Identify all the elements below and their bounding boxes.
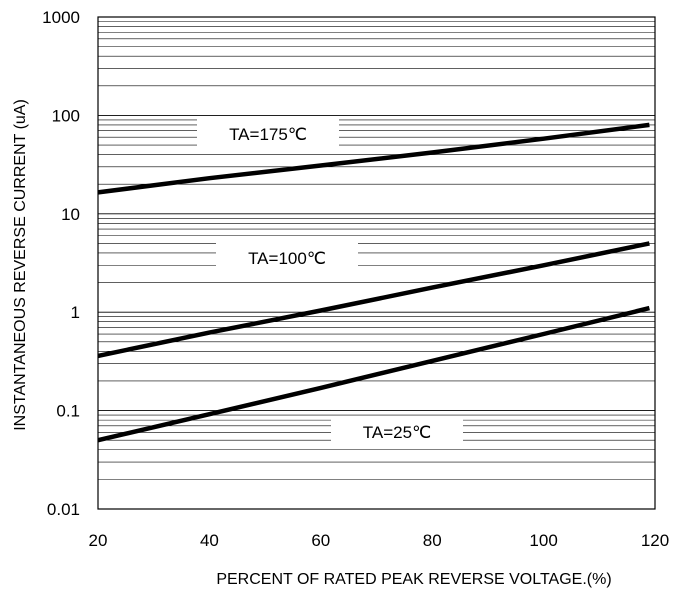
- series-label-2: TA=100℃: [248, 249, 326, 268]
- x-axis-ticks: 20 40 60 80 100 120: [89, 531, 670, 550]
- y-tick-label: 10: [61, 205, 80, 224]
- plot-border: [97, 16, 656, 510]
- x-tick-label: 20: [89, 531, 108, 550]
- y-tick-label: 100: [52, 106, 80, 125]
- plot-frame: [97, 16, 656, 510]
- y-tick-label: 0.1: [56, 402, 80, 421]
- series-line-2: [97, 241, 650, 359]
- series-line-3: [97, 305, 650, 443]
- x-tick-label: 80: [423, 531, 442, 550]
- x-tick-label: 60: [311, 531, 330, 550]
- annotation-box: [216, 243, 358, 273]
- series-line-1: [97, 122, 650, 195]
- x-tick-label: 100: [529, 531, 557, 550]
- x-tick-label: 120: [641, 531, 669, 550]
- y-axis-ticks: 0.01 0.1 1 10 100 1000: [42, 8, 80, 519]
- x-axis-title: PERCENT OF RATED PEAK REVERSE VOLTAGE.(%…: [216, 571, 611, 588]
- annotation-box: [331, 416, 463, 448]
- y-axis-title: INSTANTANEOUS REVERSE CURRENT (uA): [12, 99, 29, 431]
- series-label-1: TA=175℃: [229, 125, 307, 144]
- x-tick-label: 40: [200, 531, 219, 550]
- series-annotations: TA=175℃ TA=100℃ TA=25℃: [197, 118, 463, 448]
- y-tick-label: 0.01: [47, 500, 80, 519]
- grid: [98, 21, 655, 510]
- series-label-3: TA=25℃: [363, 423, 431, 442]
- y-tick-label: 1000: [42, 8, 80, 27]
- y-tick-label: 1: [71, 303, 80, 322]
- annotation-box: [197, 118, 339, 150]
- series-lines: [97, 122, 650, 443]
